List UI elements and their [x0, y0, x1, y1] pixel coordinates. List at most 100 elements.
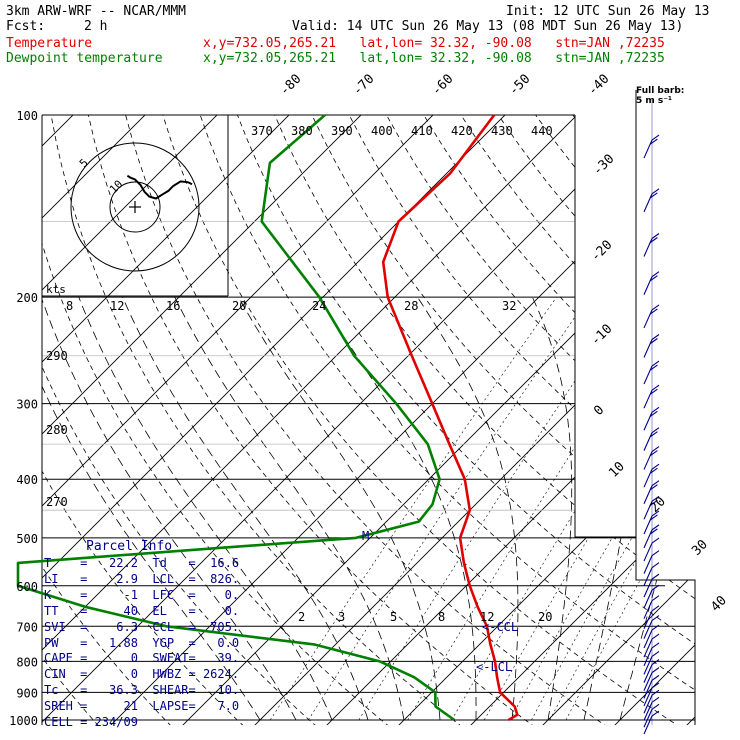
isotherm-label: -30 — [590, 152, 617, 179]
wind-barb-flag — [651, 633, 660, 640]
hodograph: 510 — [70, 142, 200, 272]
dry-adiabat — [734, 87, 740, 733]
isotherm-label: 20 — [647, 494, 669, 516]
theta-label: 420 — [451, 124, 473, 138]
wind-barb — [643, 638, 653, 658]
wind-barb-flag — [651, 233, 660, 239]
isotherm — [154, 116, 575, 537]
wind-barb-flag — [651, 334, 660, 340]
wind-barb — [643, 578, 653, 598]
mixing-ratio-line — [308, 537, 589, 721]
wind-barb-flag — [651, 562, 660, 569]
theta-label: 270 — [46, 495, 68, 509]
wind-barb — [643, 672, 653, 691]
wind-barb — [643, 339, 653, 358]
parcel-info-row: TT = 40 EL = 0. — [44, 603, 240, 618]
wind-barb-flag — [650, 514, 658, 521]
isotherm-label: -50 — [506, 72, 533, 99]
wind-barb-flag — [651, 642, 660, 649]
parcel-info-row: K = -1 LFC = 0. — [44, 587, 240, 602]
mixing-ratio-line — [472, 380, 575, 537]
moist-adiabat — [122, 296, 271, 537]
isotherm — [42, 115, 434, 507]
hodograph-ring-outer — [70, 142, 200, 272]
isotherm-label: -60 — [429, 72, 456, 99]
dry-adiabat — [236, 115, 555, 537]
isotherm — [678, 537, 695, 725]
mixing-ratio-label: 24 — [312, 299, 326, 313]
parcel-info-row: CELL = 234/09 — [44, 715, 138, 730]
fcst-label: Fcst: — [6, 19, 46, 34]
moist-adiabat — [238, 296, 392, 537]
theta-label: 390 — [331, 124, 353, 138]
dry-adiabat — [190, 537, 695, 725]
hodograph-ring-inner — [109, 181, 161, 233]
mixing-ratio-label: 5 — [390, 610, 397, 624]
isotherm — [42, 115, 218, 291]
hodograph-trace — [126, 174, 193, 200]
dry-adiabat — [42, 537, 398, 725]
wind-barb-flag — [650, 275, 658, 282]
dewpoint-location: x,y=732.05,265.21 lat,lon= 32.32, -90.08… — [203, 51, 665, 66]
wind-barb-flag — [650, 138, 658, 145]
moist-adiabat — [531, 296, 573, 537]
dry-adiabat — [199, 115, 496, 537]
wind-barb-flag — [650, 499, 658, 506]
pressure-label: 600 — [16, 580, 38, 594]
moist-adiabat — [238, 537, 441, 721]
pressure-label: 1000 — [9, 714, 38, 728]
wind-barb-flag — [651, 650, 660, 657]
mixing-ratio-label: 20 — [232, 299, 246, 313]
pressure-label: 400 — [16, 473, 38, 487]
wind-barb-flag — [651, 480, 660, 487]
dry-adiabat — [274, 115, 575, 506]
theta-label: 400 — [371, 124, 393, 138]
isotherm — [174, 537, 695, 725]
pressure-label: 100 — [16, 109, 38, 123]
wind-barb-flag — [651, 696, 660, 703]
dry-adiabat — [624, 537, 695, 725]
dry-adiabat — [588, 537, 695, 725]
wind-barb — [643, 309, 653, 329]
dry-adiabat — [698, 87, 740, 733]
wind-barb — [643, 555, 653, 574]
parcel-info-row: PW = 1.88 YGP = 0.0 — [44, 635, 240, 650]
dry-adiabat — [698, 87, 740, 733]
wind-barb-flag — [651, 624, 660, 631]
wind-barb — [643, 589, 653, 609]
wind-barb — [643, 238, 653, 257]
parcel-info-row: SREH = 21 LAPSE= 7.0 — [44, 699, 240, 714]
wind-barb-flag — [651, 510, 660, 517]
wind-barb-flag — [651, 188, 660, 195]
mixing-ratio-line — [483, 537, 695, 721]
isotherm — [390, 537, 695, 725]
init-time: Init: 12 UTC Sun 26 May 13 — [506, 4, 710, 19]
isotherm-label: 30 — [689, 537, 711, 559]
sounding-profiles — [16, 114, 519, 722]
wind-barb — [643, 193, 653, 213]
moist-adiabat — [584, 297, 642, 720]
dry-adiabat — [118, 537, 617, 725]
wind-barb — [643, 529, 653, 549]
parcel-info-row: Tc = 36.3 SHEAR= 10. — [44, 683, 240, 698]
sounding-annotation: M — [362, 529, 369, 543]
mixing-ratio-line — [451, 537, 695, 721]
dry-adiabat — [423, 115, 575, 314]
dry-adiabat — [42, 537, 325, 725]
mixing-ratio-line — [550, 297, 740, 720]
theta-label: 440 — [531, 124, 553, 138]
wind-barb-flag — [651, 615, 660, 622]
theta-label: 410 — [411, 124, 433, 138]
valid-time: Valid: 14 UTC Sun 26 May 13 (08 MDT Sun … — [292, 19, 684, 34]
wind-barb — [643, 629, 653, 649]
mixing-ratio-line — [510, 297, 740, 720]
dry-adiabat — [572, 115, 575, 119]
wind-barb — [643, 412, 653, 431]
isotherm — [42, 537, 606, 725]
isotherm-label: -40 — [585, 72, 612, 99]
parcel-info-row: T = 22.2 Td = 16.6 — [44, 556, 240, 570]
wind-barb-flag — [651, 360, 660, 367]
pressure-label: 900 — [16, 686, 38, 700]
mixing-ratio-line — [558, 510, 575, 537]
wind-barb-flag — [651, 573, 660, 580]
